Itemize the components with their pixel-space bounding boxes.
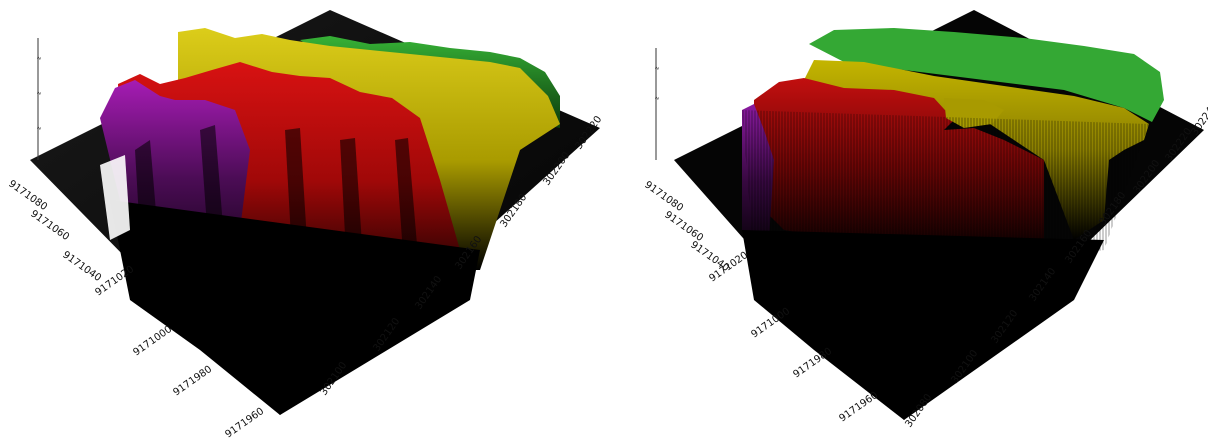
svg-text:z: z <box>653 95 661 100</box>
z-axis-ticks: z z <box>653 65 661 100</box>
y-tick-label: 9171980 <box>791 346 834 381</box>
svg-text:z: z <box>35 90 43 95</box>
surface-svg-left: z z z 9171080 9171060 9171040 9171020 91… <box>6 10 604 441</box>
surface-plot-left: z z z 9171080 9171060 9171040 9171020 91… <box>6 10 604 441</box>
y-tick-label: 9171980 <box>171 364 214 399</box>
surface-svg-right: z z 9171080 9171060 9171040 9171020 9171… <box>642 10 1208 430</box>
z-axis-ticks: z z z <box>35 55 43 130</box>
surface-hatch <box>742 110 1149 260</box>
y-tick-label: 9171960 <box>223 406 266 441</box>
y-tick-label: 9171960 <box>837 390 880 425</box>
svg-text:z: z <box>35 55 43 60</box>
svg-text:z: z <box>653 65 661 70</box>
left-gap <box>100 155 130 240</box>
zone-green <box>809 28 1164 122</box>
y-tick-label: 9171060 <box>28 208 71 243</box>
surface-base-dark <box>110 200 480 415</box>
x-tick-label: 302240 <box>1189 100 1208 138</box>
svg-text:z: z <box>35 125 43 130</box>
y-tick-label: 9171080 <box>6 178 49 213</box>
surface-base-dark <box>742 230 1104 420</box>
surface-plot-right: z z 9171080 9171060 9171040 9171020 9171… <box>604 0 1208 441</box>
y-tick-label: 9171000 <box>131 324 174 359</box>
y-tick-label: 9171080 <box>642 179 685 214</box>
y-tick-label: 9171060 <box>662 209 705 244</box>
y-tick-label: 9171040 <box>60 249 103 284</box>
